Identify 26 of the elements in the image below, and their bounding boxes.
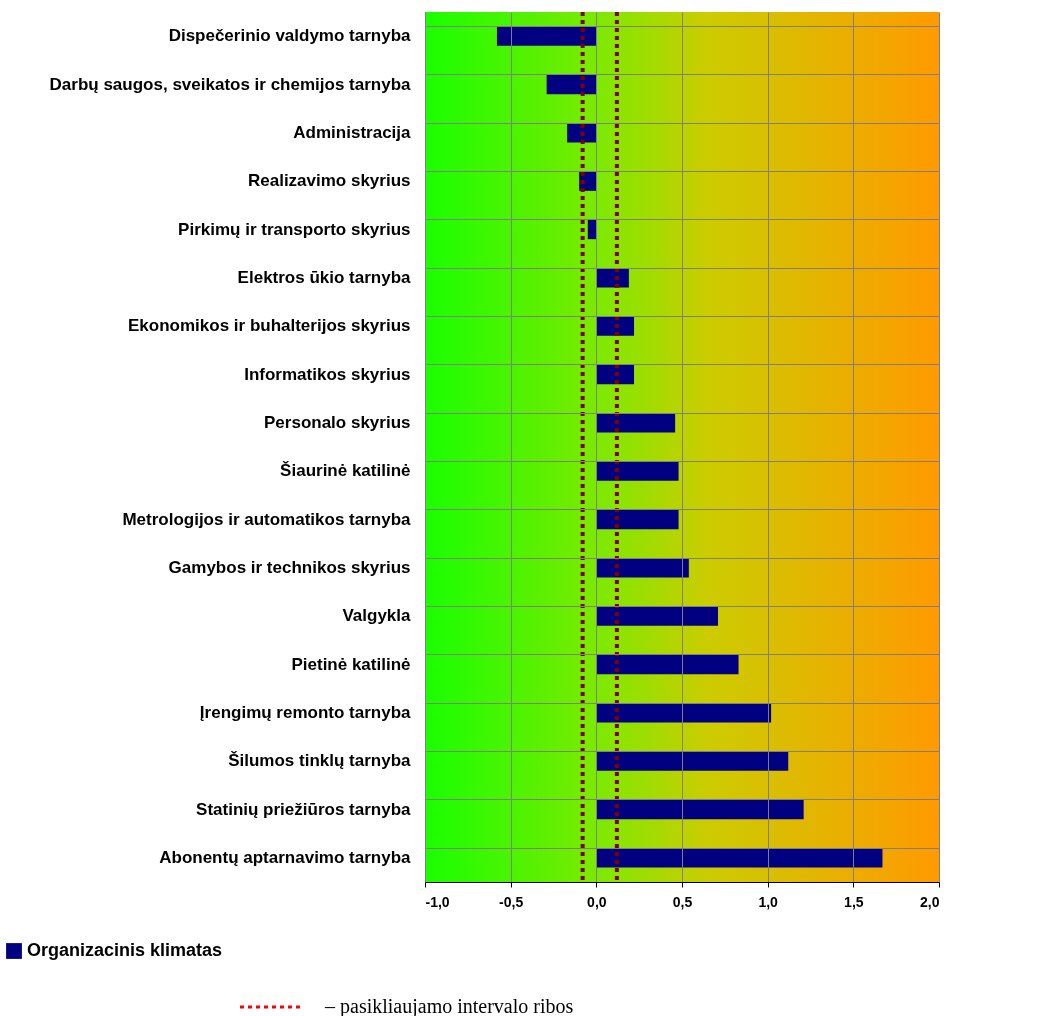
y-tick-label: Ekonomikos ir buhalterijos skyrius	[128, 316, 411, 336]
y-tick-label: Administracija	[293, 122, 412, 142]
y-tick-label: Šilumos tinklų tarnyba	[228, 751, 412, 771]
x-tick-label: 1,5	[844, 893, 864, 910]
y-tick-label: Abonentų aptarnavimo tarnyba	[159, 847, 412, 867]
y-tick-label: Darbų saugos, sveikatos ir chemijos tarnyba	[49, 74, 412, 94]
y-tick-label: Gamybos ir technikos skyrius	[168, 557, 411, 577]
x-tick-label: 0,5	[672, 893, 693, 910]
y-tick-label: Realizavimo skyrius	[247, 171, 411, 191]
y-tick-label: Įrengimų remonto tarnyba	[199, 702, 412, 722]
x-tick-label: -1,0	[425, 893, 450, 910]
y-tick-label: Pietinė katilinė	[291, 654, 411, 674]
y-tick-label: Elektros ūkio tarnyba	[237, 267, 412, 287]
x-tick-label: -0,5	[499, 893, 524, 910]
y-tick-label: Šiaurinė katilinė	[280, 461, 411, 481]
y-tick-label: Personalo skyrius	[264, 412, 411, 432]
legend-label: Organizacinis klimatas	[27, 940, 223, 960]
y-tick-label: Valgykla	[342, 606, 412, 626]
y-tick-label: Informatikos skyrius	[244, 364, 411, 384]
y-tick-label: Dispečerinio valdymo tarnyba	[168, 26, 412, 46]
x-tick-label: 1,0	[758, 893, 779, 910]
y-tick-label: Pirkimų ir transporto skyrius	[178, 219, 411, 239]
y-tick-label: Statinių priežiūros tarnyba	[196, 799, 412, 819]
x-tick-label: 2,0	[920, 893, 940, 910]
y-tick-label: Metrologijos ir automatikos tarnyba	[122, 509, 412, 529]
x-tick-label: 0,0	[587, 893, 607, 910]
